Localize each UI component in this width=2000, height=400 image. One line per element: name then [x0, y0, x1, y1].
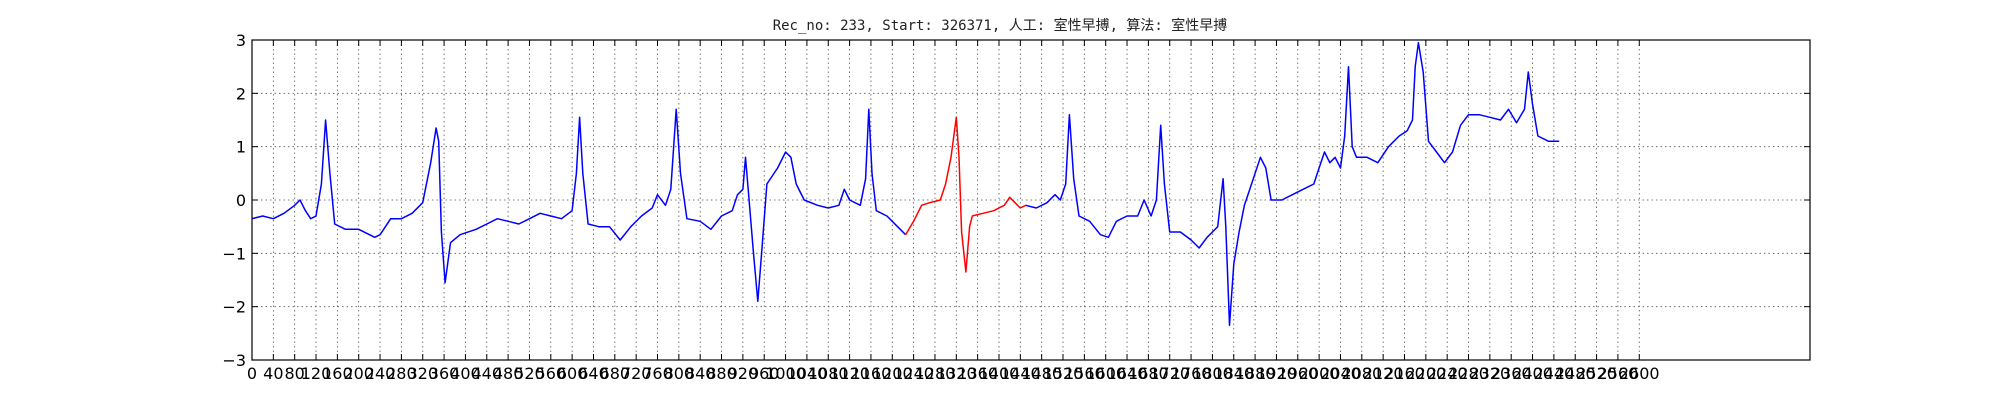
- grid: [252, 40, 1810, 360]
- x-tick-label: 760: [642, 364, 673, 383]
- x-tick-label: 200: [343, 364, 374, 383]
- x-tick-label: 1040: [787, 364, 828, 383]
- x-tick-label: 2520: [1576, 364, 1617, 383]
- x-tick-label: 1960: [1277, 364, 1318, 383]
- series-line-ecg-before: [251, 108, 907, 303]
- x-tick-label: 1760: [1171, 364, 1212, 383]
- x-tick-label: 960: [749, 364, 780, 383]
- x-tick-label: 1440: [1000, 364, 1041, 383]
- x-tick-label: 360: [429, 364, 460, 383]
- x-tick-label: 1080: [808, 364, 849, 383]
- x-tick-label: 80: [285, 364, 305, 383]
- y-tick-label: 3: [236, 31, 246, 50]
- x-tick-label: 560: [536, 364, 567, 383]
- y-axis: −3 −2 −1 0 1 2 3: [222, 31, 1810, 370]
- x-tick-label: 2480: [1555, 364, 1596, 383]
- x-tick-label: 240: [365, 364, 396, 383]
- x-tick-label: 1320: [936, 364, 977, 383]
- x-tick-label: 1560: [1064, 364, 1105, 383]
- x-tick-label: 0: [247, 364, 257, 383]
- series-line-ecg-highlight: [904, 116, 1027, 273]
- x-tick-label: 120: [301, 364, 332, 383]
- x-tick-label: 2080: [1341, 364, 1382, 383]
- y-tick-label: 1: [236, 138, 246, 157]
- x-tick-label: 1800: [1192, 364, 1233, 383]
- x-tick-label: 1720: [1149, 364, 1190, 383]
- x-tick-label: 320: [407, 364, 438, 383]
- x-tick-label: 2120: [1363, 364, 1404, 383]
- x-tick-label: 840: [685, 364, 716, 383]
- x-tick-label: 920: [728, 364, 759, 383]
- x-axis: 0 40 8012016020024028032036040044048052056…: [247, 40, 1660, 383]
- x-tick-label: 2040: [1320, 364, 1361, 383]
- x-tick-label: 640: [578, 364, 609, 383]
- x-tick-label: 720: [621, 364, 652, 383]
- x-tick-label: 440: [471, 364, 502, 383]
- x-tick-label: 2160: [1384, 364, 1425, 383]
- x-tick-label: 2000: [1299, 364, 1340, 383]
- y-tick-label: 0: [236, 191, 246, 210]
- chart-title: Rec_no: 233, Start: 326371, 人工: 室性早搏, 算法…: [773, 17, 1228, 34]
- x-tick-label: 2360: [1491, 364, 1532, 383]
- y-tick-label: −2: [222, 298, 246, 317]
- x-tick-label: 1400: [979, 364, 1020, 383]
- x-tick-label: 2280: [1448, 364, 1489, 383]
- y-tick-label: −3: [222, 351, 246, 370]
- x-tick-label: 1680: [1128, 364, 1169, 383]
- x-tick-label: 2200: [1405, 364, 1446, 383]
- x-tick-label: 1200: [872, 364, 913, 383]
- x-tick-label: 1600: [1085, 364, 1126, 383]
- x-tick-label: 1160: [851, 364, 892, 383]
- x-tick-label: 2320: [1470, 364, 1511, 383]
- x-tick-label: 800: [664, 364, 695, 383]
- x-tick-label: 1280: [915, 364, 956, 383]
- x-tick-label: 280: [386, 364, 417, 383]
- series-layer: [251, 41, 1560, 327]
- x-tick-label: 2440: [1534, 364, 1575, 383]
- x-tick-label: 480: [493, 364, 524, 383]
- x-tick-label: 1000: [765, 364, 806, 383]
- x-tick-label: 2400: [1512, 364, 1553, 383]
- x-tick-label: 520: [514, 364, 545, 383]
- x-tick-label: 880: [706, 364, 737, 383]
- x-tick-label: 400: [450, 364, 481, 383]
- x-tick-label: 40: [263, 364, 283, 383]
- x-tick-label: 2240: [1427, 364, 1468, 383]
- x-tick-label: 600: [557, 364, 588, 383]
- x-tick-label: 2600: [1619, 364, 1660, 383]
- x-tick-label: 1240: [893, 364, 934, 383]
- x-tick-label: 1360: [957, 364, 998, 383]
- x-tick-label: 1640: [1107, 364, 1148, 383]
- x-tick-label: 1880: [1235, 364, 1276, 383]
- series-line-ecg-after: [1025, 41, 1560, 327]
- y-tick-label: −1: [222, 244, 246, 263]
- x-tick-label: 2560: [1598, 364, 1639, 383]
- x-tick-label: 1480: [1021, 364, 1062, 383]
- x-tick-label: 160: [322, 364, 353, 383]
- y-tick-label: 2: [236, 84, 246, 103]
- x-tick-label: 1920: [1256, 364, 1297, 383]
- x-tick-label: 1120: [829, 364, 870, 383]
- x-tick-label: 1520: [1043, 364, 1084, 383]
- x-tick-label: 1840: [1213, 364, 1254, 383]
- x-tick-label: 680: [600, 364, 631, 383]
